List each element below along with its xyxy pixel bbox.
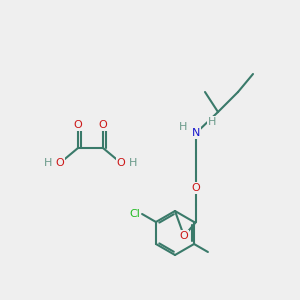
Text: H: H: [179, 122, 187, 132]
Text: O: O: [99, 120, 107, 130]
Text: O: O: [74, 120, 82, 130]
Text: O: O: [117, 158, 125, 168]
Text: H: H: [44, 158, 52, 168]
Text: O: O: [56, 158, 64, 168]
Text: H: H: [208, 117, 216, 127]
Text: H: H: [129, 158, 137, 168]
Text: N: N: [192, 128, 200, 138]
Text: Cl: Cl: [129, 209, 140, 219]
Text: O: O: [180, 231, 188, 241]
Text: O: O: [192, 183, 200, 193]
